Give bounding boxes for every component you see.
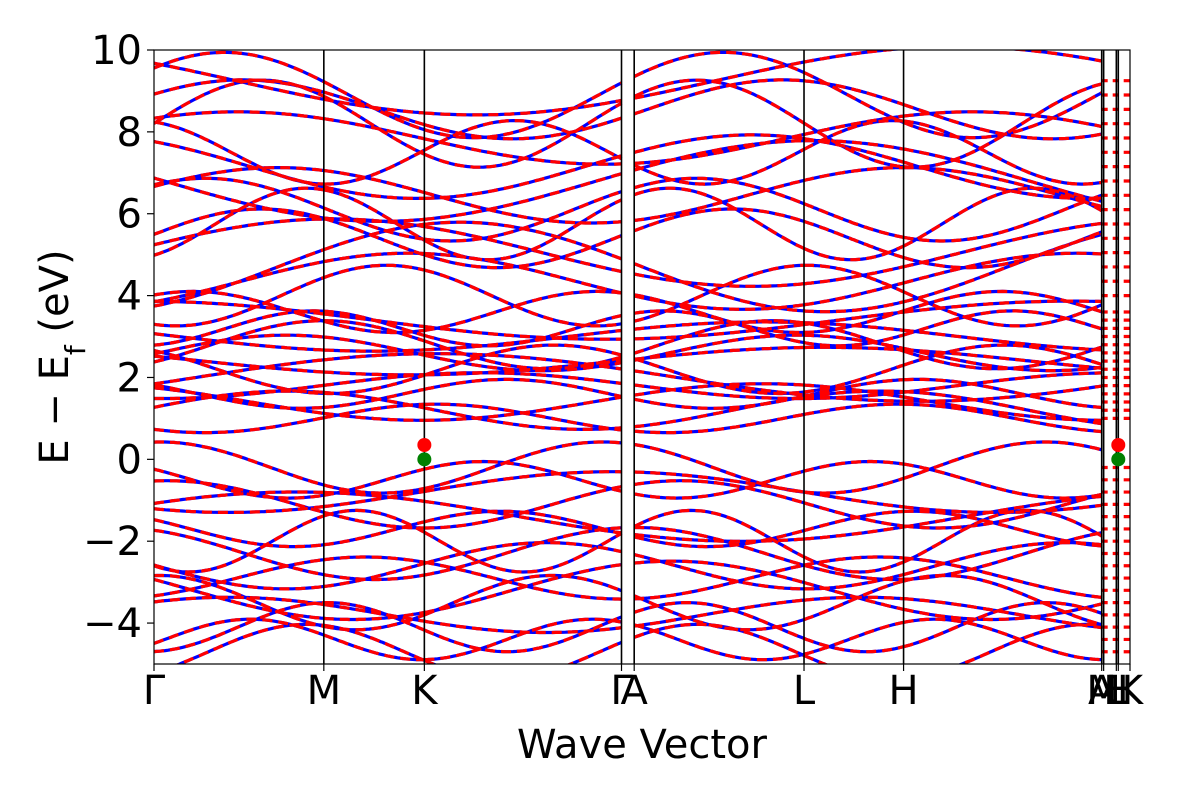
band-line-red bbox=[154, 119, 1102, 186]
band-line-red bbox=[154, 377, 1102, 410]
y-tick-label: 2 bbox=[117, 355, 142, 401]
x-tick-label: A bbox=[621, 668, 649, 714]
y-tick-label: 6 bbox=[117, 192, 142, 238]
x-tick-label: Γ bbox=[143, 668, 166, 714]
y-axis-label: E − Ef (eV) bbox=[32, 249, 92, 464]
band-line-red bbox=[154, 139, 1103, 223]
band-line-blue bbox=[154, 119, 1102, 186]
bands-layer bbox=[154, 50, 1130, 664]
band-line-blue bbox=[154, 50, 1102, 117]
y-tick-label: −4 bbox=[83, 601, 142, 647]
y-tick-label: −2 bbox=[83, 519, 142, 565]
band-line-red bbox=[154, 78, 1102, 141]
band-line-red bbox=[154, 78, 1103, 169]
y-tick-label: 10 bbox=[91, 28, 142, 74]
band-line-red bbox=[154, 263, 1103, 328]
band-line-blue bbox=[154, 440, 1103, 495]
band-line-red bbox=[154, 371, 1102, 401]
y-ticks: −4 −2 0 2 4 6 8 10 bbox=[83, 28, 154, 647]
x-tick-label: L bbox=[793, 668, 816, 714]
y-axis-label-unit: (eV) bbox=[32, 249, 78, 345]
x-tick-label: K bbox=[1117, 668, 1145, 714]
y-axis-label-main: E − E bbox=[32, 355, 78, 465]
x-tick-label: K bbox=[411, 668, 439, 714]
band-line-red bbox=[154, 319, 1103, 371]
band-line-red bbox=[154, 479, 1103, 530]
band-line-red bbox=[154, 50, 1102, 117]
extrema-markers bbox=[417, 438, 1126, 467]
band-line-blue bbox=[154, 78, 1102, 141]
band-line-red bbox=[154, 186, 1103, 262]
band-line-red bbox=[154, 541, 1102, 591]
x-tick-label: L bbox=[1105, 668, 1128, 714]
x-axis-label: Wave Vector bbox=[517, 722, 768, 768]
band-line-red bbox=[154, 508, 1103, 574]
band-line-red bbox=[154, 617, 1102, 662]
band-line-blue bbox=[154, 186, 1103, 262]
x-tick-label: H bbox=[889, 668, 919, 714]
band-line-red bbox=[154, 217, 1102, 288]
band-line-red bbox=[154, 176, 1103, 243]
plot-frame bbox=[153, 49, 1131, 665]
x-tick-label: Γ bbox=[610, 668, 633, 714]
band-line-red bbox=[154, 470, 1102, 514]
cbm-marker bbox=[1111, 438, 1126, 453]
y-tick-label: 0 bbox=[117, 437, 142, 483]
y-tick-label: 4 bbox=[117, 274, 142, 320]
band-line-red bbox=[154, 440, 1103, 495]
kpoint-lines bbox=[323, 50, 1120, 664]
vbm-marker bbox=[1111, 452, 1126, 467]
band-line-red bbox=[154, 251, 1102, 311]
band-line-red bbox=[154, 299, 1102, 341]
band-line-red bbox=[175, 622, 1102, 664]
y-tick-label: 8 bbox=[117, 110, 142, 156]
band-line-red bbox=[154, 559, 1103, 622]
y-axis-label-sub: f bbox=[59, 344, 92, 355]
cbm-marker bbox=[417, 438, 432, 453]
x-tick-label: A bbox=[1088, 668, 1116, 714]
band-line-red bbox=[154, 333, 1102, 373]
band-line-red bbox=[154, 289, 1103, 335]
band-line-red bbox=[154, 509, 1102, 549]
x-tick-label: M bbox=[307, 668, 342, 714]
x-tick-label: H bbox=[1103, 668, 1133, 714]
band-line-blue bbox=[154, 251, 1102, 311]
band-line-red bbox=[154, 166, 1103, 225]
band-line-red bbox=[154, 343, 1103, 396]
band-line-red bbox=[154, 555, 1102, 601]
band-line-red bbox=[154, 600, 1103, 654]
band-line-red bbox=[154, 573, 1103, 632]
x-tick-label: M bbox=[1086, 668, 1121, 714]
band-line-red bbox=[154, 525, 1103, 582]
vbm-marker bbox=[417, 452, 432, 467]
band-line-red bbox=[154, 133, 1102, 200]
